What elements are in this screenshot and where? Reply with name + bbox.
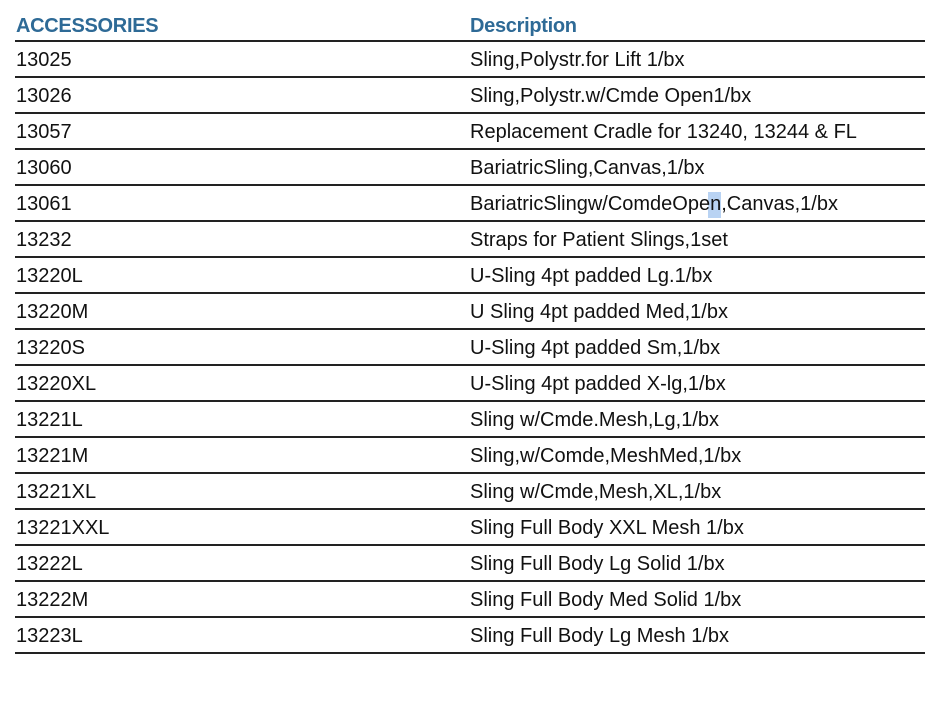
- table-row: 13222M Sling Full Body Med Solid 1/bx: [15, 582, 925, 618]
- description-cell: Sling,w/Comde,MeshMed,1/bx: [470, 445, 742, 467]
- item-number-cell: 13220S: [16, 337, 85, 359]
- table-row: 13060 BariatricSling,Canvas,1/bx: [15, 150, 925, 186]
- description-cell: Sling Full Body Lg Solid 1/bx: [470, 553, 725, 575]
- item-number-cell: 13221L: [16, 409, 83, 431]
- description-cell: Sling Full Body XXL Mesh 1/bx: [470, 517, 744, 539]
- description-cell: U Sling 4pt padded Med,1/bx: [470, 301, 728, 323]
- table-row: 13221M Sling,w/Comde,MeshMed,1/bx: [15, 438, 925, 474]
- table-row: 13061 BariatricSlingw/ComdeOpen,Canvas,1/…: [15, 186, 925, 222]
- item-number-cell: 13220XL: [16, 373, 97, 395]
- table-row: 13057 Replacement Cradle for 13240, 13244…: [15, 114, 925, 150]
- item-number-cell: 13061: [16, 193, 72, 215]
- description-cell: Straps for Patient Slings,1set: [470, 229, 728, 251]
- header-accessories: ACCESSORIES: [16, 15, 159, 37]
- table-header-row: ACCESSORIES Description: [15, 8, 925, 42]
- item-number-cell: 13222M: [16, 589, 89, 611]
- item-number-cell: 13232: [16, 229, 72, 251]
- description-cell: Sling,Polystr.w/Cmde Open1/bx: [470, 85, 752, 107]
- item-number-cell: 13221M: [16, 445, 89, 467]
- table-row: 13222L Sling Full Body Lg Solid 1/bx: [15, 546, 925, 582]
- table-row: 13025 Sling,Polystr.for Lift 1/bx: [15, 42, 925, 78]
- item-number-cell: 13060: [16, 157, 72, 179]
- description-cell: Sling w/Cmde.Mesh,Lg,1/bx: [470, 409, 720, 431]
- table-row: 13221XL Sling w/Cmde,Mesh,XL,1/bx: [15, 474, 925, 510]
- item-number-cell: 13220L: [16, 265, 83, 287]
- table-row: 13220XL U-Sling 4pt padded X-lg,1/bx: [15, 366, 925, 402]
- description-cell: Sling w/Cmde,Mesh,XL,1/bx: [470, 481, 722, 503]
- table-row: 13221L Sling w/Cmde.Mesh,Lg,1/bx: [15, 402, 925, 438]
- table-row: 13220L U-Sling 4pt padded Lg.1/bx: [15, 258, 925, 294]
- table-row: 13223L Sling Full Body Lg Mesh 1/bx: [15, 618, 925, 654]
- item-number-cell: 13220M: [16, 301, 89, 323]
- accessories-table: ACCESSORIES Description 13025 Sling,Polys…: [15, 8, 925, 654]
- item-number-cell: 13025: [16, 49, 72, 71]
- description-cell: U-Sling 4pt padded Lg.1/bx: [470, 265, 713, 287]
- item-number-cell: 13221XL: [16, 481, 97, 503]
- description-cell: Replacement Cradle for 13240, 13244 & FL: [470, 121, 857, 143]
- description-cell: U-Sling 4pt padded X-lg,1/bx: [470, 373, 726, 395]
- table-row: 13220M U Sling 4pt padded Med,1/bx: [15, 294, 925, 330]
- description-cell: Sling Full Body Lg Mesh 1/bx: [470, 625, 730, 647]
- item-number-cell: 13222L: [16, 553, 83, 575]
- item-number-cell: 13221XXL: [16, 517, 110, 539]
- table-row: 13220S U-Sling 4pt padded Sm,1/bx: [15, 330, 925, 366]
- header-description: Description: [470, 15, 577, 37]
- description-cell: Sling Full Body Med Solid 1/bx: [470, 589, 742, 611]
- text-selection-highlight: [708, 192, 721, 218]
- table-row: 13232 Straps for Patient Slings,1set: [15, 222, 925, 258]
- item-number-cell: 13026: [16, 85, 72, 107]
- item-number-cell: 13223L: [16, 625, 83, 647]
- description-cell: BariatricSlingw/ComdeOpen,Canvas,1/bx: [470, 193, 838, 215]
- table-row: 13026 Sling,Polystr.w/Cmde Open1/bx: [15, 78, 925, 114]
- description-cell: BariatricSling,Canvas,1/bx: [470, 157, 705, 179]
- table-row: 13221XXL Sling Full Body XXL Mesh 1/bx: [15, 510, 925, 546]
- description-cell: Sling,Polystr.for Lift 1/bx: [470, 49, 685, 71]
- item-number-cell: 13057: [16, 121, 72, 143]
- description-cell: U-Sling 4pt padded Sm,1/bx: [470, 337, 721, 359]
